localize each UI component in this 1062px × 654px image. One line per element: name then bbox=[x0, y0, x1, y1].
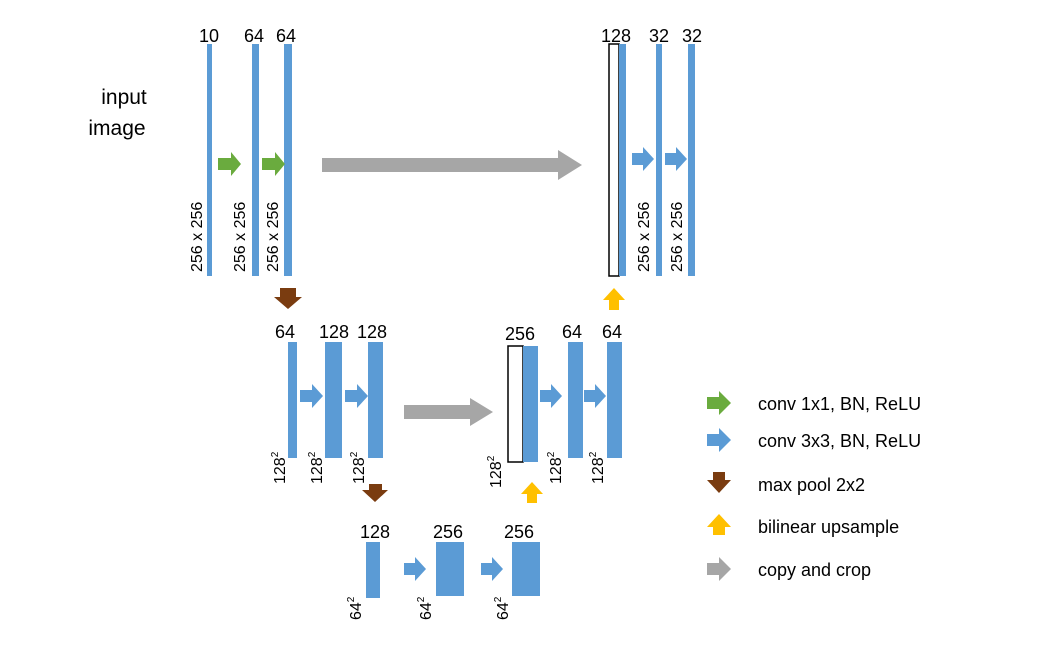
feature-map-bar bbox=[512, 542, 540, 596]
size-label: 642 bbox=[346, 596, 365, 620]
channel-label: 128 bbox=[319, 322, 349, 342]
conv3x3-arrow-icon bbox=[584, 384, 606, 408]
channel-label: 64 bbox=[602, 322, 622, 342]
svg-text:1282: 1282 bbox=[486, 455, 505, 488]
svg-text:642: 642 bbox=[493, 596, 512, 620]
green-right-arrow-icon bbox=[707, 391, 731, 415]
channel-label: 32 bbox=[649, 26, 669, 46]
copied-feature-map bbox=[608, 43, 620, 277]
feature-map-bar bbox=[284, 44, 292, 276]
feature-map-bar bbox=[368, 342, 383, 458]
brown-down-arrow-icon bbox=[707, 472, 731, 493]
feature-map-bar bbox=[325, 342, 342, 458]
encoder-level-1: 10 64 64 256 x 256 256 x 256 256 x 256 bbox=[189, 26, 296, 276]
upsample-arrow-icon bbox=[521, 482, 543, 503]
legend-label: copy and crop bbox=[758, 560, 871, 580]
input-label-line2: image bbox=[88, 117, 145, 140]
maxpool-arrow-icon bbox=[274, 288, 302, 309]
channel-label: 128 bbox=[357, 322, 387, 342]
feature-map-bar bbox=[252, 44, 259, 276]
decoder-level-1: 128 32 32 256 x 256 256 x 256 bbox=[601, 26, 702, 277]
size-label: 1282 bbox=[546, 451, 565, 484]
conv3x3-arrow-icon bbox=[481, 557, 503, 581]
yellow-up-arrow-icon bbox=[707, 514, 731, 535]
feature-map-bar bbox=[207, 44, 212, 276]
svg-text:1282: 1282 bbox=[588, 451, 607, 484]
channel-label: 128 bbox=[601, 26, 631, 46]
gray-right-arrow-icon bbox=[707, 557, 731, 581]
input-label-line1: input bbox=[101, 86, 147, 109]
upsample-arrow-icon bbox=[603, 288, 625, 310]
copy-crop-arrow-icon bbox=[404, 398, 493, 426]
svg-text:642: 642 bbox=[416, 596, 435, 620]
feature-map-bar bbox=[523, 346, 538, 462]
svg-text:1282: 1282 bbox=[307, 451, 326, 484]
legend-item: conv 1x1, BN, ReLU bbox=[707, 391, 921, 415]
size-label: 256 x 256 bbox=[189, 202, 206, 272]
svg-text:642: 642 bbox=[346, 596, 365, 620]
legend-item: max pool 2x2 bbox=[707, 472, 865, 495]
copied-feature-map bbox=[507, 345, 524, 463]
channel-label: 64 bbox=[275, 322, 295, 342]
channel-label: 256 bbox=[505, 324, 535, 344]
svg-text:1282: 1282 bbox=[270, 451, 289, 484]
size-label: 1282 bbox=[486, 455, 505, 488]
feature-map-bar bbox=[688, 44, 695, 276]
bottleneck-level: 128 256 256 642 642 642 bbox=[346, 522, 540, 620]
svg-text:1282: 1282 bbox=[546, 451, 565, 484]
conv3x3-arrow-icon bbox=[540, 384, 562, 408]
copy-crop-arrow-icon bbox=[322, 150, 582, 180]
channel-label: 128 bbox=[360, 522, 390, 542]
size-label: 642 bbox=[493, 596, 512, 620]
feature-map-bar bbox=[568, 342, 583, 458]
legend-label: conv 3x3, BN, ReLU bbox=[758, 431, 921, 451]
blue-right-arrow-icon bbox=[707, 428, 731, 452]
size-label: 256 x 256 bbox=[265, 202, 282, 272]
feature-map-bar bbox=[366, 542, 380, 598]
channel-label: 32 bbox=[682, 26, 702, 46]
feature-map-bar bbox=[656, 44, 662, 276]
conv3x3-arrow-icon bbox=[345, 384, 368, 408]
size-label: 642 bbox=[416, 596, 435, 620]
conv3x3-arrow-icon bbox=[632, 147, 654, 171]
legend-item: conv 3x3, BN, ReLU bbox=[707, 428, 921, 452]
size-label: 1282 bbox=[270, 451, 289, 484]
conv3x3-arrow-icon bbox=[300, 384, 323, 408]
size-label: 256 x 256 bbox=[636, 202, 653, 272]
channel-label: 10 bbox=[199, 26, 219, 46]
conv3x3-arrow-icon bbox=[665, 147, 687, 171]
channel-label: 256 bbox=[504, 522, 534, 542]
feature-map-bar bbox=[607, 342, 622, 458]
feature-map-bar bbox=[288, 342, 297, 458]
decoder-level-2: 256 64 64 1282 1282 1282 bbox=[486, 322, 622, 488]
channel-label: 64 bbox=[562, 322, 582, 342]
maxpool-arrow-icon bbox=[362, 484, 388, 502]
channel-label: 64 bbox=[244, 26, 264, 46]
channel-label: 256 bbox=[433, 522, 463, 542]
conv1x1-arrow-icon bbox=[218, 152, 241, 176]
legend-label: conv 1x1, BN, ReLU bbox=[758, 394, 921, 414]
conv3x3-arrow-icon bbox=[404, 557, 426, 581]
encoder-level-2: 64 128 128 1282 1282 1282 bbox=[270, 322, 387, 484]
svg-text:1282: 1282 bbox=[349, 451, 368, 484]
legend-item: copy and crop bbox=[707, 557, 871, 581]
size-label: 256 x 256 bbox=[669, 202, 686, 272]
legend-item: bilinear upsample bbox=[707, 514, 899, 537]
legend-label: bilinear upsample bbox=[758, 517, 899, 537]
size-label: 1282 bbox=[349, 451, 368, 484]
feature-map-bar bbox=[619, 44, 626, 276]
size-label: 1282 bbox=[307, 451, 326, 484]
channel-label: 64 bbox=[276, 26, 296, 46]
legend-label: max pool 2x2 bbox=[758, 475, 865, 495]
conv1x1-arrow-icon bbox=[262, 152, 285, 176]
size-label: 256 x 256 bbox=[232, 202, 249, 272]
legend: conv 1x1, BN, ReLU conv 3x3, BN, ReLU ma… bbox=[707, 391, 921, 581]
size-label: 1282 bbox=[588, 451, 607, 484]
feature-map-bar bbox=[436, 542, 464, 596]
